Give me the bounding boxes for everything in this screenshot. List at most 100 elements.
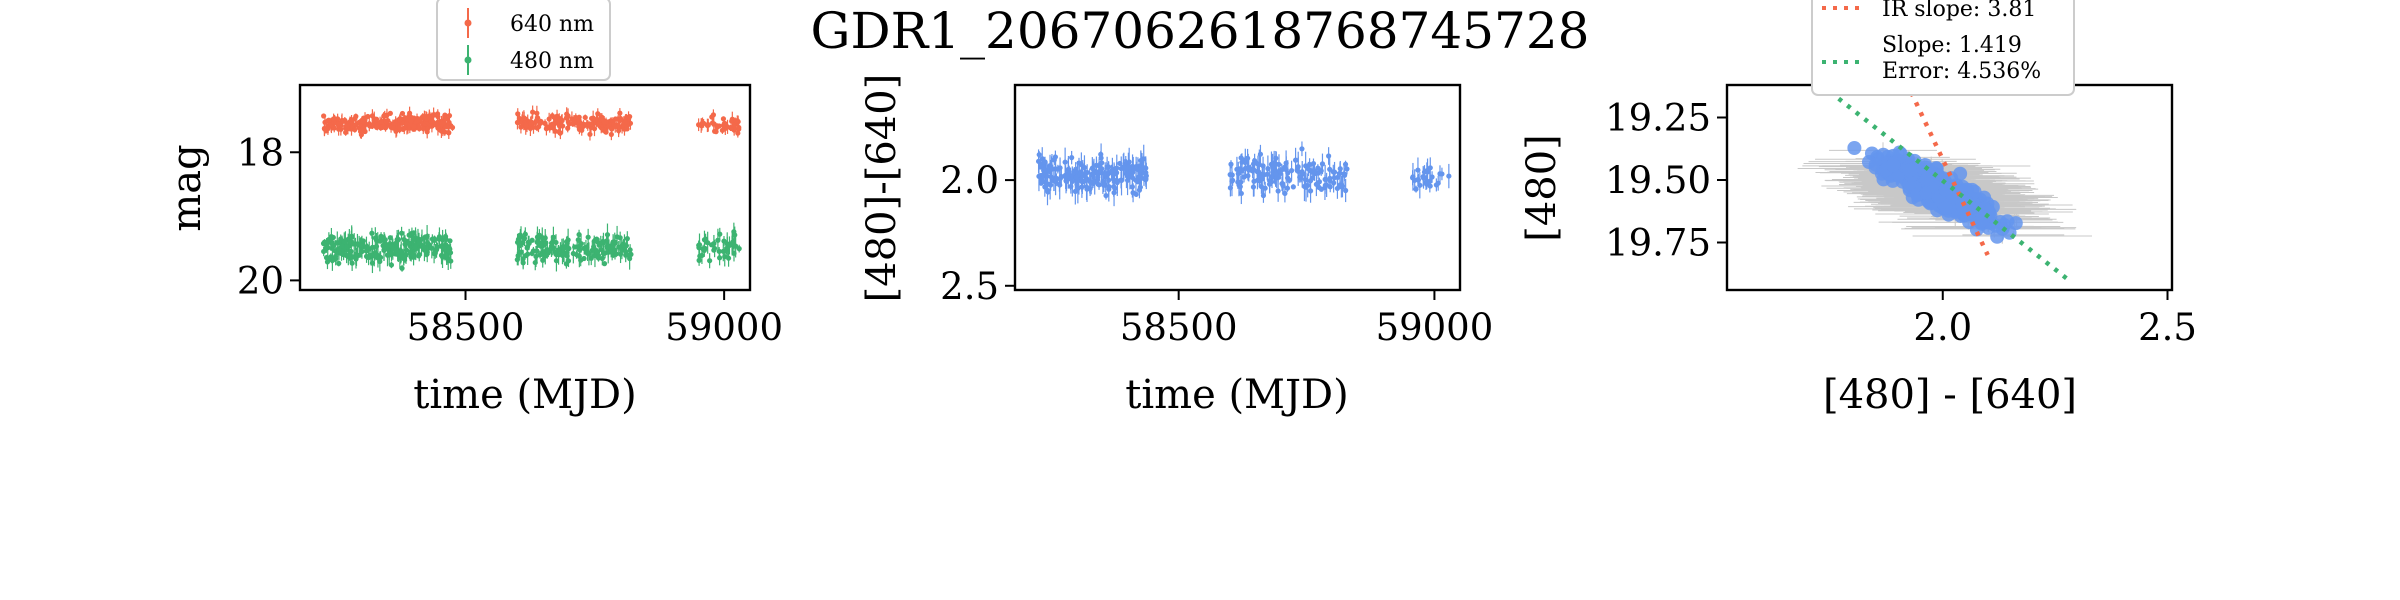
p1-s1-point-380 <box>584 249 591 255</box>
p1-s1-point-353 <box>570 250 576 257</box>
p2-s0-point-195 <box>1121 164 1127 170</box>
p1-s0-point-405 <box>720 116 727 122</box>
p1-s1-point-142 <box>378 233 384 239</box>
p1-s0-point-365 <box>622 119 628 125</box>
p1-s0-point-364 <box>571 118 577 124</box>
p1-s1-point-332 <box>540 257 546 263</box>
p2-s0-point-341 <box>1322 176 1328 182</box>
p1-s1-point-369 <box>625 252 631 258</box>
p1-s0-point-379 <box>609 126 615 132</box>
p2-s0-point-295 <box>1316 184 1322 190</box>
p1-s0-point-191 <box>443 116 449 122</box>
p2-s0-point-109 <box>1102 171 1108 177</box>
p1-ytick-label-0: 18 <box>237 131 284 174</box>
p1-s1-point-422 <box>701 247 707 254</box>
p1-s1-point-417 <box>708 242 715 248</box>
p2-s0-point-193 <box>1073 174 1080 181</box>
p3-legend-slope-line2: Error: 4.536% <box>1882 59 2041 84</box>
p2-s0-point-366 <box>1427 178 1433 184</box>
p3-ytick-label-1: 19.50 <box>1605 159 1711 202</box>
p2-s0-point-368 <box>1410 174 1416 180</box>
p1-s0-point-382 <box>601 119 607 125</box>
p1-s0-point-334 <box>617 110 623 116</box>
p2-s0-point-182 <box>1052 177 1059 183</box>
p1-s1-point-302 <box>537 252 543 258</box>
p1-legend-box <box>436 0 611 81</box>
p1-s1-point-288 <box>514 257 520 263</box>
p1-s1-point-425 <box>701 237 708 243</box>
p1-s1-point-212 <box>339 243 345 249</box>
p3-legend-slope-line1: Slope: 1.419 <box>1882 33 2022 58</box>
p1-s1-point-227 <box>411 230 417 236</box>
p1-s0-point-208 <box>326 117 332 123</box>
p3-point-386 <box>1939 200 1954 215</box>
p2-ylabel: [480]-[640] <box>859 74 905 303</box>
p1-s1-point-410 <box>699 252 705 258</box>
p2-s0-point-108 <box>1068 183 1074 190</box>
p2-s0-point-259 <box>1327 166 1333 172</box>
p1-legend-dot-640 <box>464 19 472 27</box>
p1-s1-point-198 <box>443 236 449 243</box>
p1-s1-point-155 <box>439 254 446 260</box>
p2-s0-point-263 <box>1307 188 1314 194</box>
p2-s0-point-135 <box>1036 152 1042 158</box>
p1-s0-point-241 <box>608 131 614 138</box>
p3-point-415 <box>1902 163 1917 178</box>
p2-s0-point-94 <box>1084 169 1090 176</box>
p1-s0-point-227 <box>449 124 456 131</box>
p1-s0-point-256 <box>530 109 536 115</box>
p1-s1-point-121 <box>388 251 395 257</box>
p1-s0-point-407 <box>735 130 741 136</box>
p2-s0-point-161 <box>1106 177 1112 183</box>
p1-s0-point-202 <box>360 125 366 131</box>
p1-s0-point-221 <box>397 117 403 123</box>
p2-s0-point-338 <box>1245 173 1251 179</box>
p2-s0-point-331 <box>1238 179 1244 185</box>
p1-s1-point-154 <box>405 240 412 246</box>
p1-s1-point-65 <box>403 247 410 253</box>
p2-xlabel: time (MJD) <box>1125 372 1348 418</box>
p2-s0-point-138 <box>1042 167 1048 173</box>
p2-s0-point-156 <box>1114 165 1120 171</box>
p1-s1-point-225 <box>445 247 452 254</box>
p1-s0-point-376 <box>627 114 633 120</box>
p3-ylabel: [480] <box>1519 134 1565 242</box>
p1-s1-point-338 <box>591 244 597 250</box>
p2-s0-point-304 <box>1276 161 1282 168</box>
p2-s0-point-180 <box>1109 168 1115 174</box>
p1-s1-point-364 <box>565 258 572 264</box>
p1-axes-frame <box>298 83 752 292</box>
p1-s1-point-164 <box>401 254 407 260</box>
p2-s0-point-207 <box>1260 192 1267 199</box>
p2-data-points <box>1035 141 1452 207</box>
p1-s0-point-36 <box>446 113 453 119</box>
p1-s1-point-207 <box>369 230 375 236</box>
p1-xtick-label-0: 58500 <box>407 306 525 349</box>
p1-s1-point-348 <box>559 252 566 258</box>
p2-s0-point-352 <box>1446 173 1452 179</box>
p1-s1-point-428 <box>696 257 702 263</box>
p1-s1-point-386 <box>544 247 550 253</box>
p3-point-104 <box>1847 141 1862 156</box>
p1-s1-point-314 <box>574 244 580 250</box>
p1-s1-point-389 <box>578 240 584 247</box>
p1-s0-point-355 <box>582 114 588 121</box>
p1-s1-point-360 <box>614 234 620 240</box>
p1-s1-point-370 <box>550 245 556 251</box>
p3-point-404 <box>1955 179 1970 194</box>
p3-fit-line-0 <box>1909 91 1990 256</box>
p1-s1-point-419 <box>736 246 742 252</box>
p3-xtick-label-1: 2.5 <box>2138 306 2197 349</box>
p2-s0-point-179 <box>1058 173 1064 180</box>
p1-s0-point-223 <box>344 123 350 129</box>
p1-s1-point-250 <box>604 232 611 238</box>
p2-s0-point-305 <box>1234 166 1240 172</box>
p2-s0-point-349 <box>1331 175 1337 181</box>
p1-s1-point-384 <box>561 245 568 251</box>
p2-ytick-label-1: 2.5 <box>940 265 999 308</box>
p1-s0-point-389 <box>528 121 534 127</box>
p3-legend-box <box>1811 0 2075 96</box>
p1-s0-point-374 <box>566 121 572 127</box>
p2-s0-point-113 <box>1136 187 1143 193</box>
